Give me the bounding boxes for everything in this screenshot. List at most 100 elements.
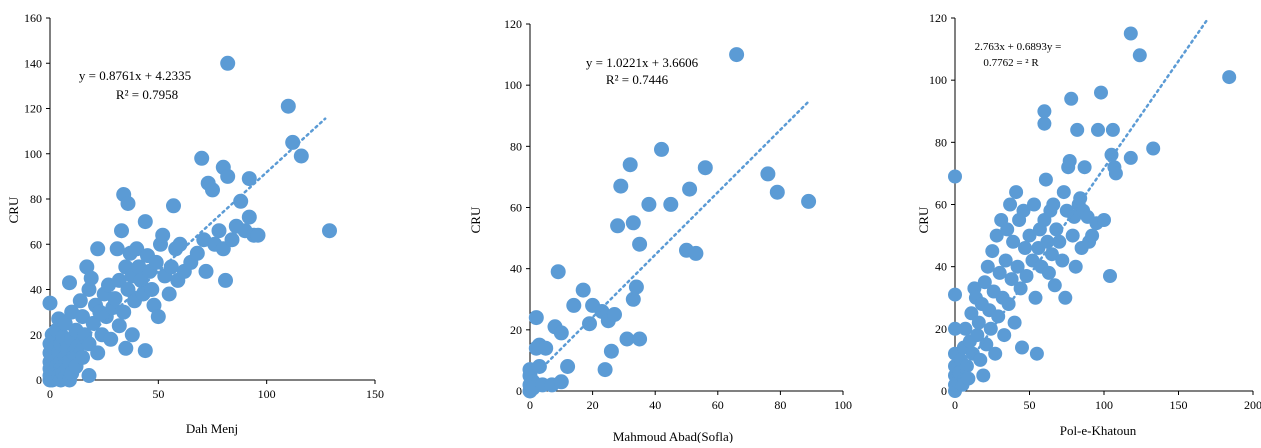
y-tick-label: 20 <box>30 328 42 342</box>
data-point <box>976 368 991 383</box>
data-point <box>1146 141 1161 156</box>
data-point <box>1065 228 1080 243</box>
x-tick-label: 0 <box>527 398 533 412</box>
data-point <box>285 134 301 150</box>
data-point <box>538 340 554 356</box>
data-point <box>1046 197 1061 212</box>
data-point <box>998 253 1013 268</box>
y-tick-label: 0 <box>36 373 42 387</box>
data-point <box>641 196 657 212</box>
data-point <box>150 309 166 325</box>
data-point <box>1018 241 1032 255</box>
trendline-path <box>528 100 810 382</box>
data-point <box>293 148 309 164</box>
data-point <box>729 47 745 63</box>
data-point <box>948 321 962 336</box>
data-point <box>1073 191 1088 206</box>
x-tick-label: 100 <box>258 387 276 401</box>
data-point <box>997 328 1012 343</box>
data-point <box>1019 269 1034 283</box>
data-point <box>111 318 127 334</box>
data-point <box>198 263 214 279</box>
data-point <box>697 160 713 176</box>
data-point <box>992 265 1007 280</box>
data-point <box>129 241 145 257</box>
y-tick-label: 60 <box>510 201 522 215</box>
data-point <box>989 228 1004 243</box>
data-point <box>991 309 1006 324</box>
data-point <box>161 286 177 302</box>
data-point <box>107 291 123 307</box>
x-tick-label: 80 <box>774 398 786 412</box>
data-point <box>1027 197 1041 212</box>
data-point <box>1105 122 1120 137</box>
data-point <box>582 316 597 332</box>
y-axis-label: CRU <box>6 196 21 223</box>
trendline <box>528 100 810 382</box>
data-point <box>971 315 986 330</box>
y-axis-label: CRU <box>468 206 483 233</box>
data-point <box>241 209 257 225</box>
x-tick-label: 0 <box>952 398 958 412</box>
data-point <box>42 295 58 311</box>
data-point <box>632 331 648 347</box>
data-point <box>1007 315 1022 330</box>
x-tick-label: 150 <box>1170 398 1188 412</box>
data-point <box>663 196 679 212</box>
data-point <box>322 223 337 239</box>
data-point <box>682 181 698 197</box>
data-point <box>632 236 648 252</box>
data-point <box>90 241 106 257</box>
chart-pol-e-khatoun-svg: 0 20 40 60 80 100 120 0 50 100 150 200 2.763x + 0.6… <box>916 11 1261 438</box>
y-tick-label: 100 <box>24 147 42 161</box>
data-point <box>985 244 1000 259</box>
data-point <box>1062 154 1077 168</box>
chart-mahmoud-abad-svg: 0 20 40 60 80 100 120 0 20 40 60 80 100 y = 1.0221x … <box>468 17 852 444</box>
y-tick-label: 120 <box>929 11 947 25</box>
data-point <box>220 55 236 71</box>
data-point <box>1038 172 1053 187</box>
data-point <box>1004 272 1019 287</box>
data-point <box>75 309 90 325</box>
data-point <box>566 297 582 313</box>
data-point <box>980 259 995 274</box>
scatter-points <box>42 55 337 388</box>
data-point <box>1094 85 1108 100</box>
data-point <box>553 325 569 341</box>
equation-text: y = 1.0221x + 3.6606 <box>586 55 699 70</box>
data-point <box>120 196 136 211</box>
chart-dah-menj-svg: 0 20 40 60 80 100 120 140 160 0 50 100 150 y = 0.876… <box>6 11 384 436</box>
data-point <box>688 245 704 261</box>
data-point <box>1037 104 1052 119</box>
data-point <box>79 259 95 275</box>
data-point <box>1222 70 1237 85</box>
data-point <box>1010 259 1025 274</box>
data-point <box>1003 197 1018 212</box>
data-point <box>597 362 613 378</box>
y-tick-label: 40 <box>510 262 522 276</box>
data-point <box>622 157 638 173</box>
data-point <box>120 282 136 297</box>
y-tick-label: 60 <box>935 198 947 212</box>
data-point <box>983 321 998 336</box>
data-point <box>958 321 973 336</box>
data-point <box>146 297 162 313</box>
y-tick-label: 100 <box>929 73 947 87</box>
chart-mahmoud-abad: 0 20 40 60 80 100 120 0 20 40 60 80 100 y = 1.0221x … <box>460 0 860 444</box>
data-point <box>603 343 619 359</box>
y-tick-label: 80 <box>30 192 42 206</box>
data-point <box>973 352 988 367</box>
data-point <box>1097 213 1111 227</box>
data-point <box>961 371 976 386</box>
trendline-path <box>953 16 1210 384</box>
data-point <box>194 150 210 166</box>
y-tick-label: 80 <box>510 139 522 153</box>
y-tick-label: 80 <box>935 135 947 149</box>
data-point <box>172 236 188 252</box>
data-point <box>166 198 181 214</box>
data-point <box>1052 234 1067 249</box>
data-point <box>1123 26 1138 41</box>
y-tick-label: 120 <box>24 102 42 116</box>
data-point <box>62 275 77 291</box>
data-point <box>75 349 90 365</box>
